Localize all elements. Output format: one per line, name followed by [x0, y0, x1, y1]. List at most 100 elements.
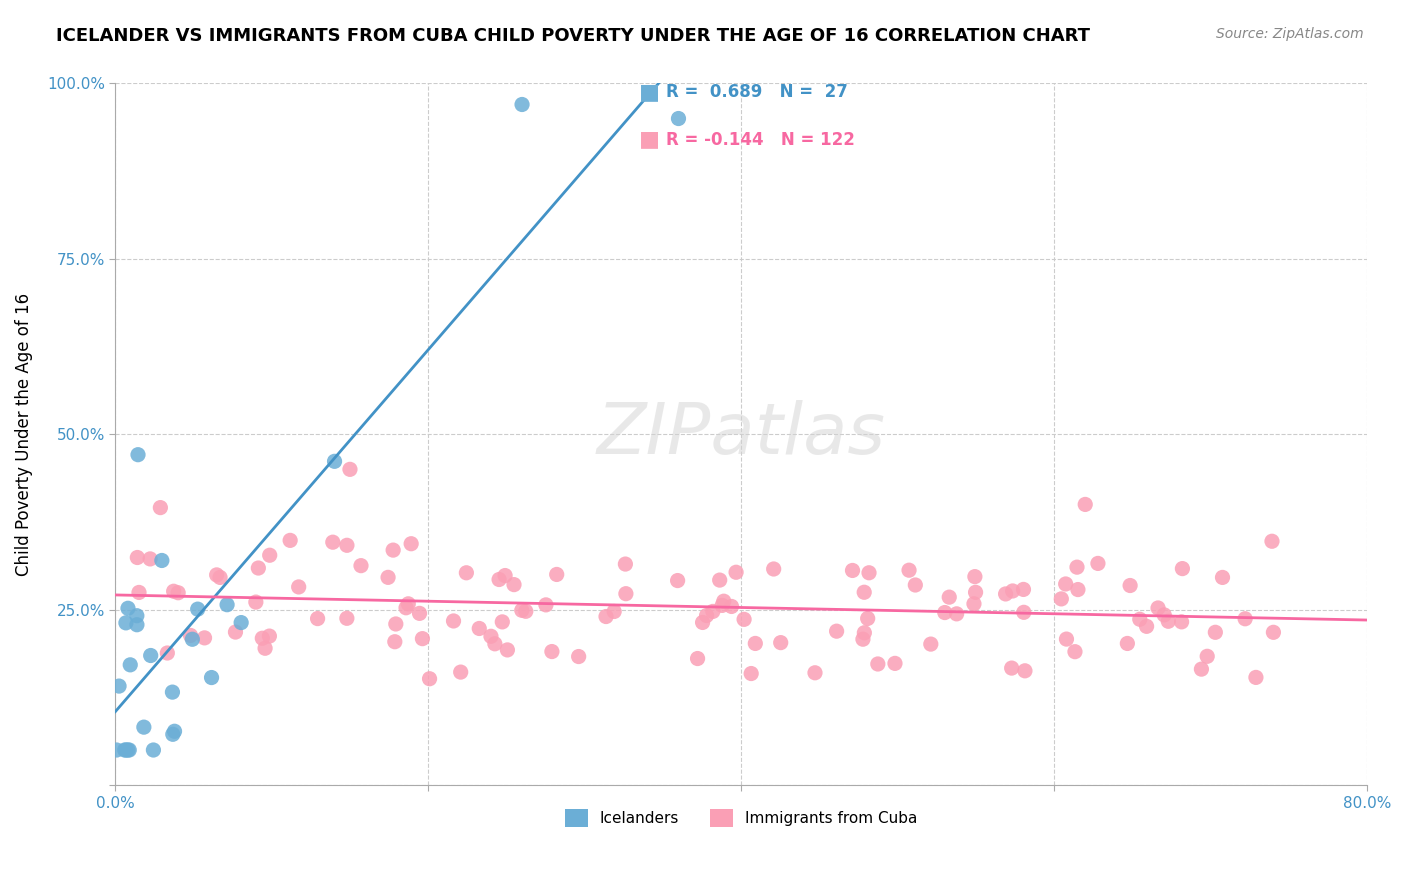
- Immigrants from Cuba: [350, 558, 373, 573]
- Immigrants from Cuba: [419, 672, 441, 686]
- Immigrants from Cuba: [603, 605, 626, 619]
- Immigrants from Cuba: [1211, 570, 1233, 584]
- Immigrants from Cuba: [1050, 591, 1073, 606]
- Immigrants from Cuba: [336, 611, 359, 625]
- Immigrants from Cuba: [725, 566, 748, 580]
- Immigrants from Cuba: [259, 548, 281, 562]
- Immigrants from Cuba: [744, 636, 766, 650]
- Immigrants from Cuba: [1263, 625, 1285, 640]
- Immigrants from Cuba: [1067, 582, 1090, 597]
- Immigrants from Cuba: [307, 611, 329, 625]
- Immigrants from Cuba: [1001, 584, 1024, 599]
- Icelanders: [510, 97, 533, 112]
- Immigrants from Cuba: [1054, 577, 1077, 591]
- Legend: Icelanders, Immigrants from Cuba: Icelanders, Immigrants from Cuba: [558, 803, 924, 834]
- Immigrants from Cuba: [488, 573, 510, 587]
- Icelanders: [231, 615, 253, 630]
- Immigrants from Cuba: [825, 624, 848, 639]
- Immigrants from Cuba: [510, 603, 533, 617]
- Icelanders: [668, 112, 690, 126]
- Immigrants from Cuba: [709, 573, 731, 587]
- Icelanders: [125, 608, 148, 623]
- Immigrants from Cuba: [945, 607, 967, 621]
- Immigrants from Cuba: [1074, 498, 1097, 512]
- Immigrants from Cuba: [494, 568, 516, 582]
- Immigrants from Cuba: [491, 615, 513, 629]
- Immigrants from Cuba: [1012, 582, 1035, 597]
- Immigrants from Cuba: [852, 632, 875, 647]
- Immigrants from Cuba: [1119, 578, 1142, 592]
- Immigrants from Cuba: [456, 566, 478, 580]
- Immigrants from Cuba: [1234, 612, 1257, 626]
- Immigrants from Cuba: [287, 580, 309, 594]
- Immigrants from Cuba: [1204, 625, 1226, 640]
- Immigrants from Cuba: [595, 609, 617, 624]
- Immigrants from Cuba: [377, 570, 399, 584]
- Immigrants from Cuba: [1064, 645, 1087, 659]
- Icelanders: [217, 598, 239, 612]
- Icelanders: [117, 743, 139, 757]
- Immigrants from Cuba: [468, 622, 491, 636]
- Icelanders: [162, 727, 184, 741]
- Immigrants from Cuba: [702, 604, 724, 618]
- Immigrants from Cuba: [336, 538, 359, 552]
- Icelanders: [125, 617, 148, 632]
- Immigrants from Cuba: [385, 617, 408, 632]
- Immigrants from Cuba: [180, 628, 202, 642]
- Icelanders: [114, 743, 136, 757]
- Immigrants from Cuba: [209, 570, 232, 584]
- Immigrants from Cuba: [904, 578, 927, 592]
- Immigrants from Cuba: [384, 634, 406, 648]
- Immigrants from Cuba: [1171, 561, 1194, 575]
- Immigrants from Cuba: [1170, 615, 1192, 629]
- Immigrants from Cuba: [408, 607, 430, 621]
- Icelanders: [108, 679, 131, 693]
- Immigrants from Cuba: [259, 629, 281, 643]
- Immigrants from Cuba: [322, 535, 344, 549]
- Immigrants from Cuba: [139, 552, 162, 566]
- Immigrants from Cuba: [1087, 557, 1109, 571]
- Immigrants from Cuba: [534, 598, 557, 612]
- Immigrants from Cuba: [541, 644, 564, 658]
- Immigrants from Cuba: [496, 643, 519, 657]
- Icelanders: [105, 743, 128, 757]
- Immigrants from Cuba: [193, 631, 215, 645]
- Icelanders: [187, 602, 209, 616]
- Immigrants from Cuba: [1001, 661, 1024, 675]
- Text: ■: ■: [638, 82, 659, 103]
- Immigrants from Cuba: [252, 632, 274, 646]
- Immigrants from Cuba: [484, 637, 506, 651]
- Immigrants from Cuba: [399, 537, 422, 551]
- Immigrants from Cuba: [1189, 662, 1212, 676]
- Immigrants from Cuba: [167, 585, 190, 599]
- Icelanders: [323, 454, 346, 468]
- Text: R =  0.689   N =  27: R = 0.689 N = 27: [665, 84, 848, 102]
- Immigrants from Cuba: [769, 635, 792, 649]
- Icelanders: [118, 743, 141, 757]
- Immigrants from Cuba: [866, 657, 889, 671]
- Icelanders: [120, 657, 142, 672]
- Immigrants from Cuba: [1129, 612, 1152, 626]
- Immigrants from Cuba: [994, 587, 1017, 601]
- Immigrants from Cuba: [720, 599, 742, 614]
- Immigrants from Cuba: [396, 597, 419, 611]
- Immigrants from Cuba: [696, 608, 718, 623]
- Immigrants from Cuba: [1261, 534, 1284, 549]
- Immigrants from Cuba: [711, 599, 734, 613]
- Immigrants from Cuba: [1153, 607, 1175, 622]
- Immigrants from Cuba: [1056, 632, 1078, 646]
- Immigrants from Cuba: [205, 568, 228, 582]
- Immigrants from Cuba: [568, 649, 591, 664]
- Immigrants from Cuba: [692, 615, 714, 630]
- Immigrants from Cuba: [127, 550, 149, 565]
- Y-axis label: Child Poverty Under the Age of 16: Child Poverty Under the Age of 16: [15, 293, 32, 576]
- Immigrants from Cuba: [666, 574, 689, 588]
- Immigrants from Cuba: [858, 566, 880, 580]
- Text: R = -0.144   N = 122: R = -0.144 N = 122: [665, 130, 855, 148]
- Immigrants from Cuba: [1157, 614, 1180, 628]
- Immigrants from Cuba: [1244, 670, 1267, 684]
- Immigrants from Cuba: [278, 533, 301, 548]
- Text: ZIPatlas: ZIPatlas: [596, 400, 886, 469]
- Immigrants from Cuba: [411, 632, 433, 646]
- Immigrants from Cuba: [503, 577, 526, 591]
